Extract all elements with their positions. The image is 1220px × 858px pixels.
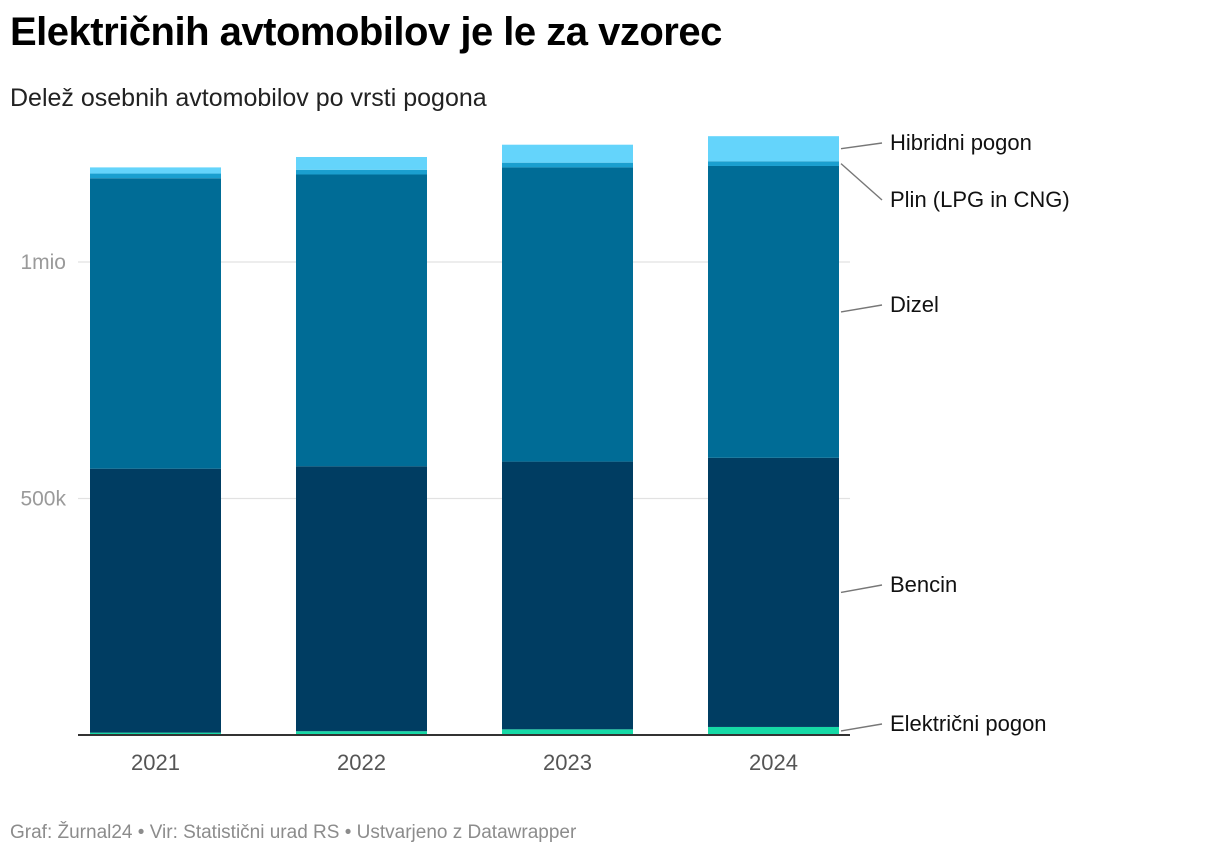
bar-segment xyxy=(90,732,221,735)
series-label: Bencin xyxy=(890,572,957,597)
series-labels: Električni pogon Bencin Dizel Plin (LPG in … xyxy=(840,130,1070,736)
bar-segment xyxy=(296,169,427,175)
bar-segment xyxy=(296,174,427,467)
x-axis: 2021 2022 2023 2024 xyxy=(78,734,850,775)
bar-segment xyxy=(708,457,839,727)
series-label: Hibridni pogon xyxy=(890,130,1032,155)
series-label: Dizel xyxy=(890,292,939,317)
y-tick-label: 1mio xyxy=(20,251,66,274)
label-connector xyxy=(840,163,883,201)
bar-segment xyxy=(502,144,633,163)
bars xyxy=(90,136,839,735)
series-label: Električni pogon xyxy=(890,711,1047,736)
bar-segment xyxy=(90,173,221,179)
bar-segment xyxy=(708,726,839,735)
bar-segment xyxy=(90,468,221,733)
bar-segment xyxy=(708,165,839,458)
chart-footer: Graf: Žurnal24 • Vir: Statistični urad R… xyxy=(10,822,577,843)
bar-segment xyxy=(708,136,839,162)
x-tick-label: 2021 xyxy=(131,750,180,775)
chart-title: Električnih avtomobilov je le za vzorec xyxy=(10,10,722,54)
x-tick-label: 2022 xyxy=(337,750,386,775)
bar-segment xyxy=(502,729,633,735)
label-connector xyxy=(840,304,883,313)
bar-segment xyxy=(296,156,427,170)
x-tick-label: 2023 xyxy=(543,750,592,775)
bar-segment xyxy=(296,466,427,732)
bar-segment xyxy=(502,162,633,168)
bar-segment xyxy=(502,461,633,730)
bar-segment xyxy=(90,167,221,174)
label-connector xyxy=(840,584,883,594)
label-connector xyxy=(840,723,883,732)
bar-segment xyxy=(708,161,839,166)
bar-segment xyxy=(296,731,427,735)
bar-segment xyxy=(502,167,633,462)
x-tick-label: 2024 xyxy=(749,750,798,775)
series-label: Plin (LPG in CNG) xyxy=(890,187,1070,212)
label-connector xyxy=(840,142,883,150)
bar-segment xyxy=(90,178,221,469)
y-tick-label: 500k xyxy=(20,488,66,511)
chart-subtitle: Delež osebnih avtomobilov po vrsti pogon… xyxy=(10,84,487,112)
